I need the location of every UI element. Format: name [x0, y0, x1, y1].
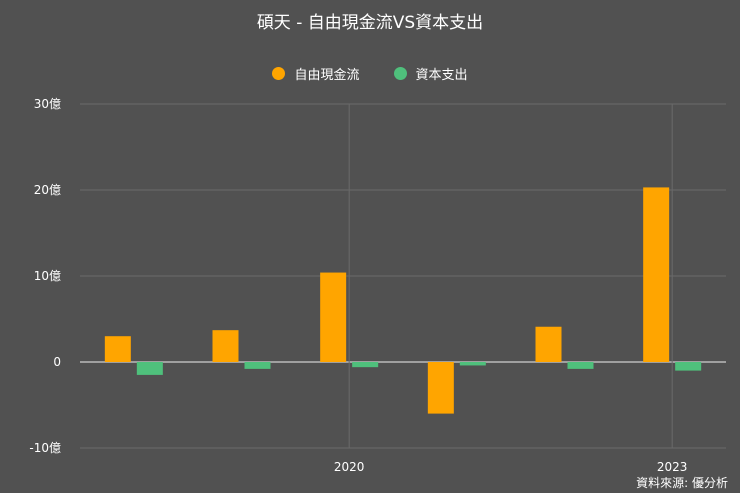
legend-item-capex[interactable]: 資本支出	[393, 64, 468, 83]
legend-item-fcf[interactable]: 自由現金流	[272, 64, 360, 83]
fcf-bar	[212, 330, 239, 362]
legend-label-capex: 資本支出	[415, 68, 468, 83]
legend-swatch-capex	[393, 67, 407, 80]
capex-bar	[567, 362, 594, 369]
x-tick-label: 2023	[657, 460, 688, 474]
y-tick-label: 0	[53, 355, 61, 369]
capex-bar	[136, 362, 163, 375]
fcf-bar	[427, 362, 454, 414]
fcf-bar	[535, 326, 562, 362]
y-tick-label: 30億	[34, 97, 61, 111]
y-tick-label: -10億	[29, 441, 61, 455]
capex-bar	[675, 362, 702, 371]
capex-bar	[244, 362, 271, 369]
fcf-bar	[643, 187, 670, 362]
capex-bar	[459, 362, 486, 366]
x-tick-label: 2020	[334, 460, 365, 474]
chart-title: 碩天 - 自由現金流VS資本支出	[256, 13, 484, 33]
fcf-bar	[320, 272, 347, 362]
chart-legend: 自由現金流 資本支出	[0, 64, 740, 83]
y-tick-label: 10億	[34, 269, 61, 283]
legend-label-fcf: 自由現金流	[294, 68, 360, 83]
legend-swatch-fcf	[272, 67, 286, 80]
y-tick-label: 20億	[34, 183, 61, 197]
source-note: 資料來源: 優分析	[636, 476, 728, 490]
capex-bar	[352, 362, 379, 368]
fcf-bar	[104, 336, 131, 362]
